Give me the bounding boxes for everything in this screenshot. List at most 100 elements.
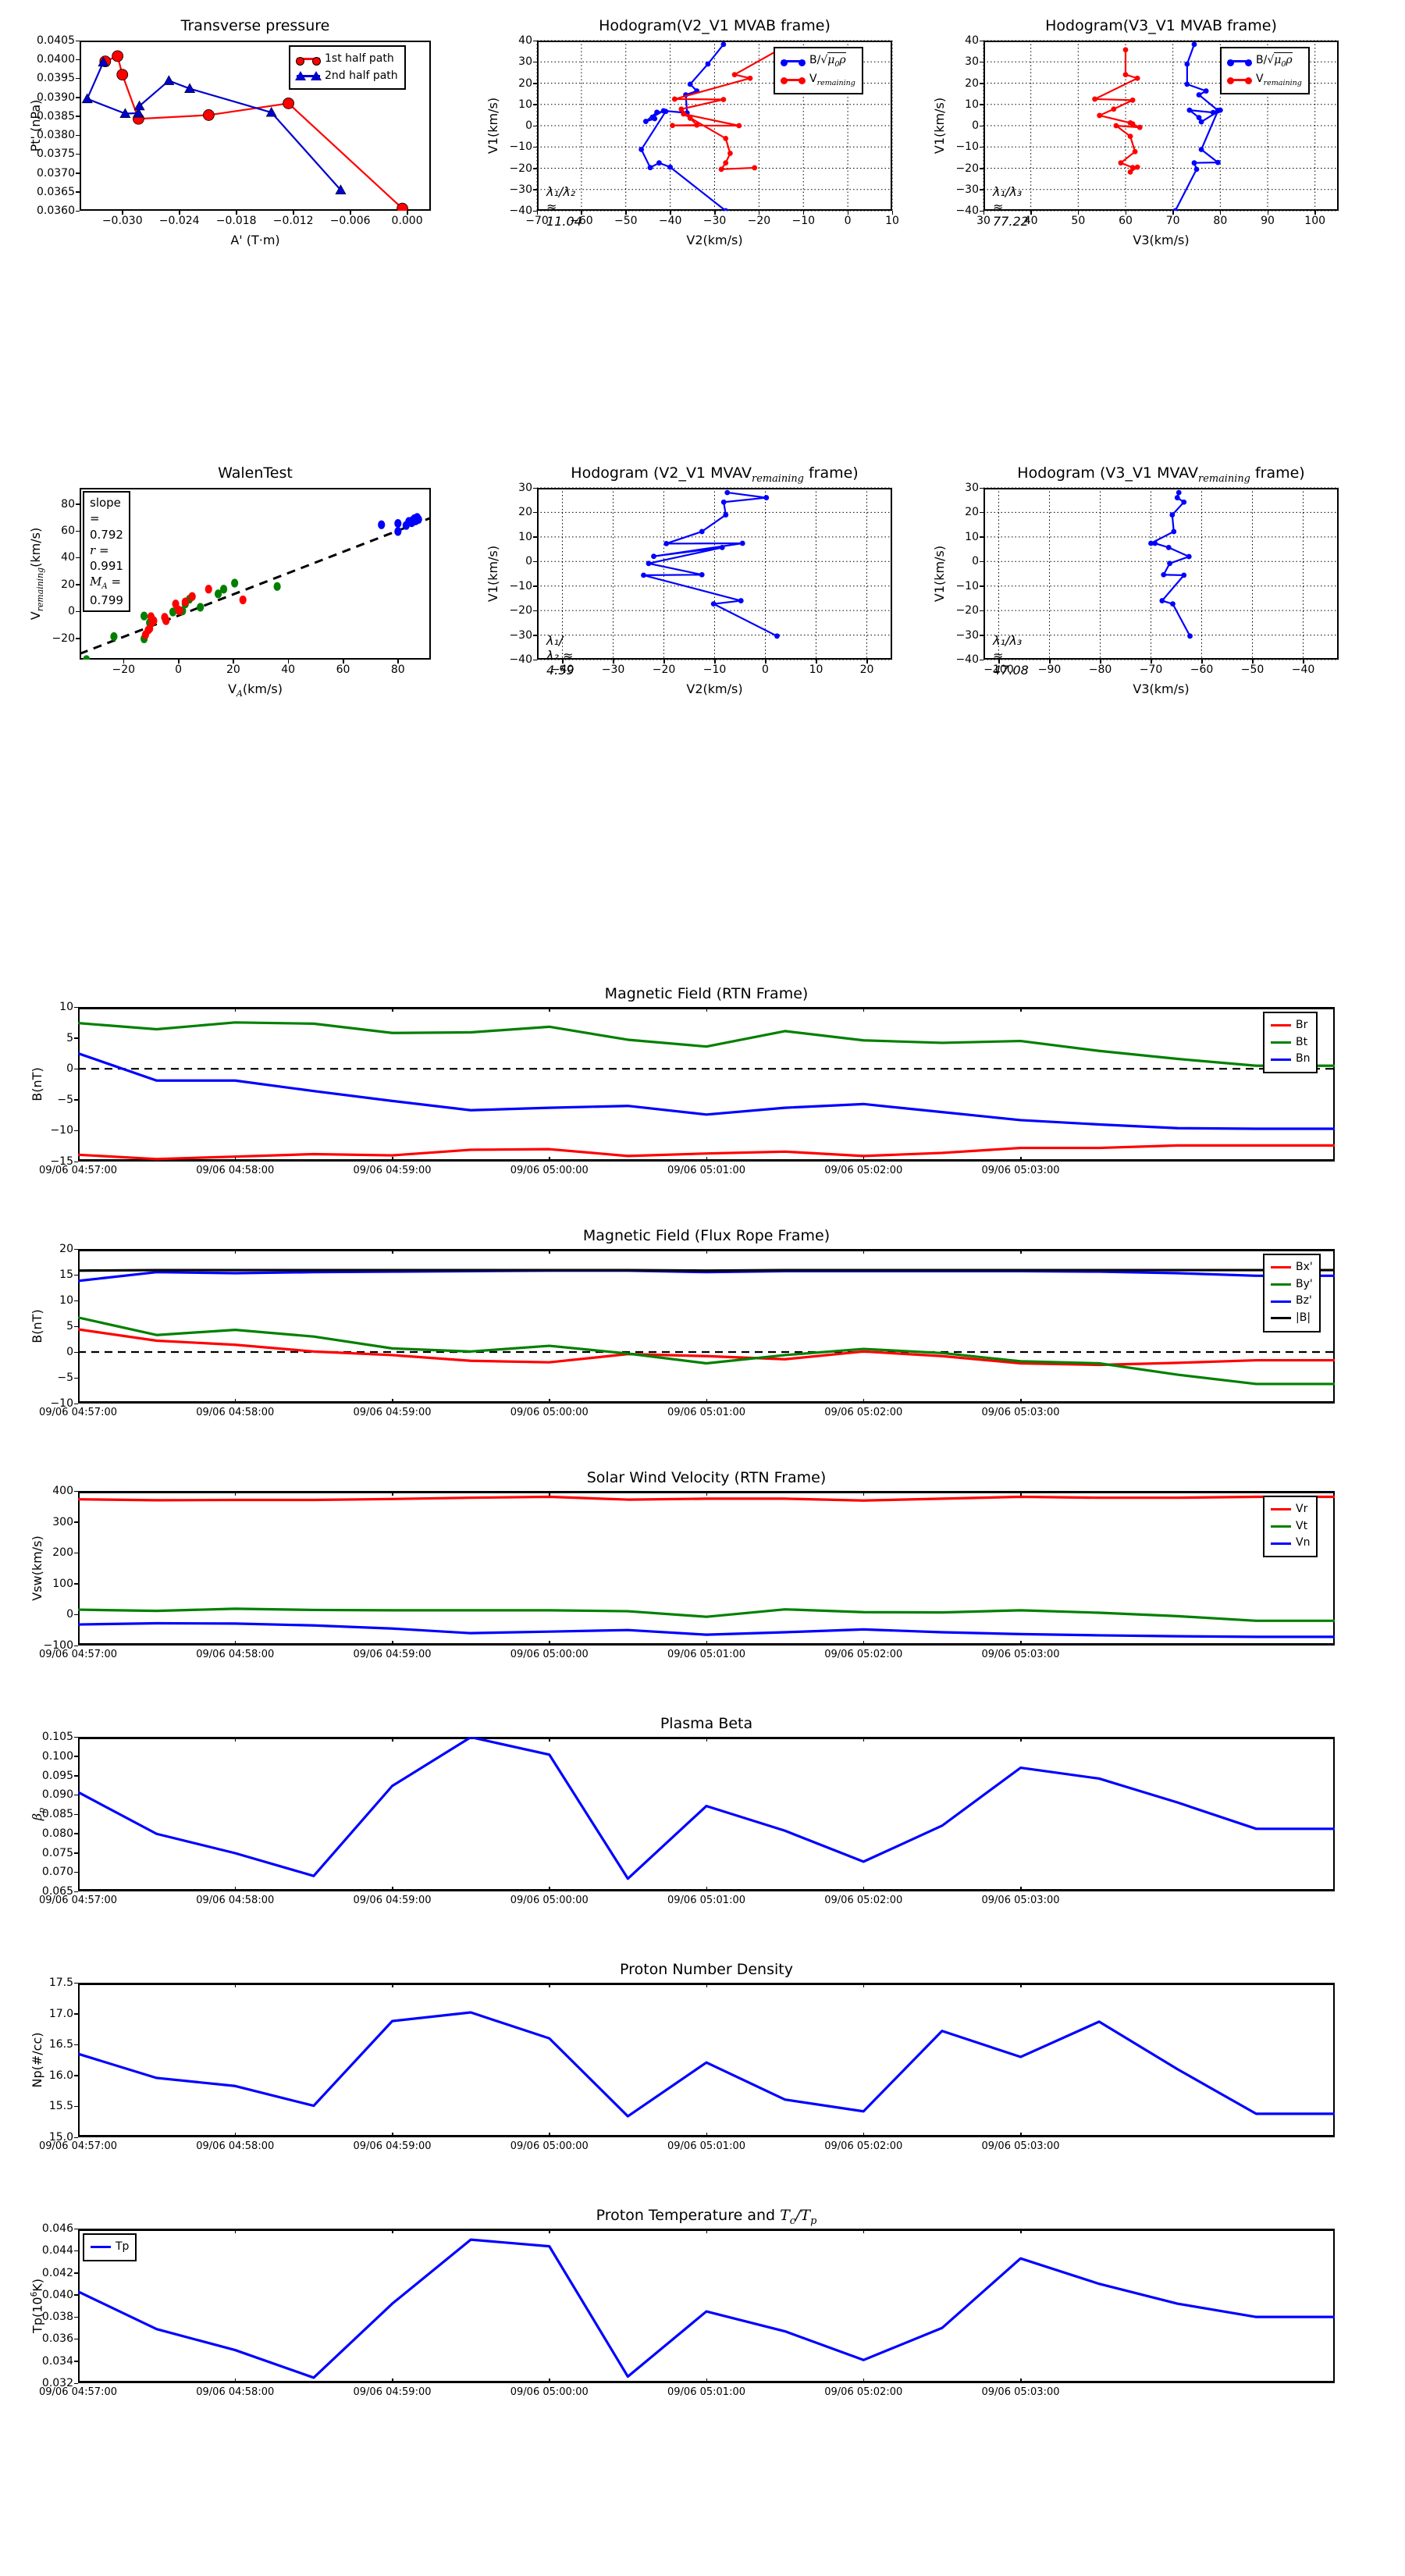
chart-legend[interactable]: B/√μ0ρ Vremaining (774, 47, 863, 95)
x-tick-label: 100 (1304, 215, 1326, 227)
y-tick-label: 5 (66, 1320, 73, 1332)
y-tick-label: −10 (509, 141, 532, 154)
y-axis-label: V1(km/s) (486, 545, 500, 603)
y-tick-label: 0.0380 (37, 129, 75, 142)
time-tick-label: 09/06 04:57:00 (39, 1649, 117, 1660)
plot-area (984, 488, 1339, 660)
y-tick-label: −100 (43, 1639, 73, 1652)
legend-label: Vr (1296, 1503, 1308, 1515)
legend-label: B/√μ0ρ (1256, 52, 1293, 69)
legend-marker-dot (1227, 77, 1234, 85)
y-tick-label: −20 (955, 604, 979, 617)
y-axis-label: V1(km/s) (932, 97, 947, 155)
y-tick-label: 0.0405 (37, 34, 75, 47)
time-tick-label: 09/06 05:03:00 (981, 2140, 1060, 2152)
time-tick-label: 09/06 05:01:00 (667, 2140, 745, 2152)
legend-label: Bx' (1296, 1261, 1313, 1273)
y-tick-label: −5 (57, 1372, 73, 1384)
legend-item: Vn (1271, 1535, 1310, 1552)
time-tick-label: 09/06 05:00:00 (510, 1165, 589, 1176)
time-tick-label: 09/06 05:01:00 (667, 1895, 745, 1906)
legend-item: Vt (1271, 1518, 1310, 1535)
y-tick-label: −10 (50, 1124, 73, 1137)
y-tick-label: 0.034 (41, 2354, 73, 2368)
y-tick-label: 15.5 (48, 2100, 73, 2113)
plot-area (78, 1737, 1335, 1891)
x-tick-label: 0.000 (391, 215, 423, 227)
chart-legend[interactable]: Vr Vt Vn (1263, 1496, 1318, 1558)
x-tick-label: 30 (976, 215, 991, 227)
time-tick-label: 09/06 05:01:00 (667, 1649, 745, 1660)
x-tick-label: 10 (885, 215, 899, 227)
x-axis-label: V2(km/s) (686, 233, 743, 247)
y-tick-label: 10 (59, 1001, 73, 1013)
legend-marker-dot (799, 59, 806, 66)
x-axis-label: V3(km/s) (1133, 681, 1190, 696)
y-tick-label: 0.105 (41, 1731, 73, 1743)
y-axis-label: Tp(106K) (30, 2279, 45, 2333)
time-tick-label: 09/06 05:00:00 (510, 1649, 589, 1660)
legend-label: Vt (1296, 1519, 1308, 1532)
legend-item: 1st half path (296, 51, 398, 68)
chart-title: Proton Temperature and Tc/Tp (596, 2207, 817, 2227)
legend-label: Vremaining (809, 72, 855, 87)
chart-legend[interactable]: Tp (83, 2233, 137, 2261)
y-tick-label: 40 (965, 34, 979, 47)
x-tick-label: −10 (702, 664, 727, 676)
y-tick-label: 0.0375 (37, 148, 75, 161)
legend-marker-triangle (311, 71, 322, 81)
stat-alfven-mach: MA = 0.799 (90, 575, 123, 608)
time-tick-label: 09/06 05:03:00 (981, 1649, 1060, 1660)
chart-legend[interactable]: 1st half path 2nd half path (289, 45, 406, 91)
legend-line-v-remaining (1227, 77, 1252, 85)
y-tick-label: 40 (518, 34, 532, 47)
eigenvalue-ratio-annotation: λ₁/λ₂ ≈ 11.04 (546, 184, 582, 229)
x-tick-label: 0 (762, 664, 769, 676)
stat-slope: slope = 0.792 (90, 496, 123, 542)
legend-line-b (1271, 1317, 1291, 1320)
legend-label: |B| (1296, 1311, 1311, 1325)
y-tick-label: 60 (61, 525, 75, 537)
y-tick-label: 16.0 (48, 2069, 73, 2082)
chart-legend[interactable]: Br Bt Bn (1263, 1012, 1318, 1074)
legend-line-bx (1271, 1266, 1291, 1269)
y-tick-label: 0 (68, 605, 75, 618)
y-tick-label: −10 (509, 579, 532, 592)
x-tick-label: −0.030 (101, 215, 143, 227)
chart-title: Plasma Beta (660, 1715, 753, 1732)
time-tick-label: 09/06 04:59:00 (353, 1649, 432, 1660)
y-axis-label: Np(#/cc) (30, 2032, 44, 2088)
y-tick-label: 20 (965, 506, 979, 519)
time-tick-label: 09/06 05:03:00 (981, 1895, 1060, 1906)
x-tick-label: 40 (281, 664, 296, 676)
y-tick-label: 10 (518, 530, 532, 543)
x-tick-label: 50 (1071, 215, 1086, 227)
legend-item: Vremaining (1227, 71, 1302, 90)
eigenvalue-ratio-annotation: λ₁/λ₃ ≈ 77.22 (993, 184, 1029, 229)
y-tick-label: 30 (518, 55, 532, 69)
chart-legend[interactable]: Bx' By' Bz' |B| (1263, 1254, 1321, 1332)
chart-title: Transverse pressure (180, 17, 330, 34)
y-tick-label: 20 (518, 506, 532, 519)
chart-legend[interactable]: B/√μ0ρ Vremaining (1220, 47, 1310, 95)
time-tick-label: 09/06 05:03:00 (981, 2386, 1060, 2398)
y-tick-label: −40 (955, 205, 979, 217)
legend-item: Bx' (1271, 1259, 1313, 1276)
x-tick-label: 80 (1213, 215, 1228, 227)
x-tick-label: −0.006 (329, 215, 371, 227)
y-tick-label: 0.0395 (37, 72, 75, 85)
legend-label: 1st half path (325, 52, 394, 65)
x-tick-label: −40 (550, 664, 574, 676)
walen-stats-box: slope = 0.792 r = 0.991 MA = 0.799 (83, 491, 130, 613)
x-tick-label: −50 (614, 215, 638, 227)
y-tick-label: 0.080 (41, 1827, 73, 1840)
legend-marker-circle (296, 56, 304, 66)
legend-marker-dot (799, 77, 806, 85)
y-tick-label: 0.0365 (37, 185, 75, 198)
y-tick-label: 5 (66, 1031, 73, 1044)
y-tick-label: 0.090 (41, 1788, 73, 1802)
y-tick-label: 400 (52, 1485, 73, 1497)
chart-title: Magnetic Field (RTN Frame) (604, 985, 809, 1002)
x-tick-label: −60 (570, 215, 593, 227)
x-axis-label: A' (T·m) (230, 233, 280, 247)
